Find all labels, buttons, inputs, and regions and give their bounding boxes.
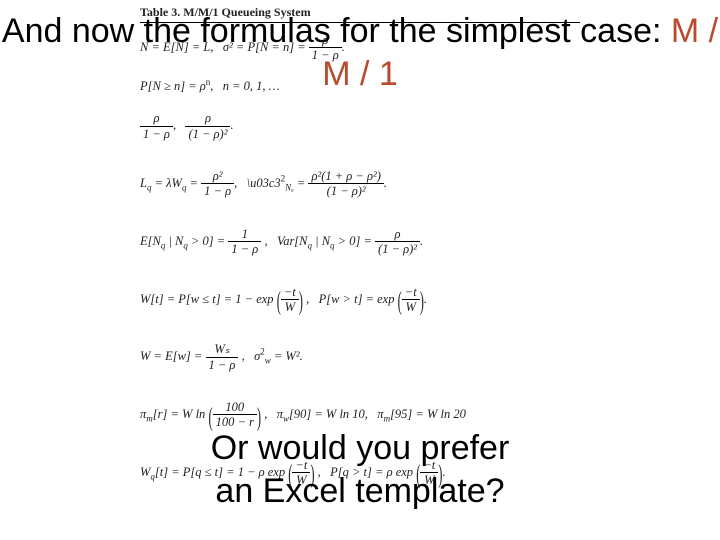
- heading-bottom-line1: Or would you prefer: [211, 429, 510, 467]
- heading-top-text: And now the formulas for the simplest ca…: [2, 12, 671, 50]
- formula-row-7: W = E[w] = Wₛ1 − ρ , σ2w = W².: [140, 342, 580, 372]
- formula-row-4: Lq = λWq = ρ²1 − ρ, \u03c32Nₐ = ρ²(1 + ρ…: [140, 169, 580, 199]
- formula-row-3: ρ1 − ρ, ρ(1 − ρ)².: [140, 111, 580, 141]
- formula-row-8: πm[r] = W ln (100100 − r) , πw[90] = W l…: [140, 400, 580, 430]
- formula-row-6: W[t] = P[w ≤ t] = 1 − exp (−tW) , P[w > …: [140, 285, 580, 315]
- heading-bottom-line2: an Excel template?: [215, 472, 504, 510]
- heading-top: And now the formulas for the simplest ca…: [0, 10, 720, 95]
- heading-bottom: Or would you prefer an Excel template?: [0, 427, 720, 512]
- formula-row-5: E[Nq | Nq > 0] = 11 − ρ , Var[Nq | Nq > …: [140, 227, 580, 257]
